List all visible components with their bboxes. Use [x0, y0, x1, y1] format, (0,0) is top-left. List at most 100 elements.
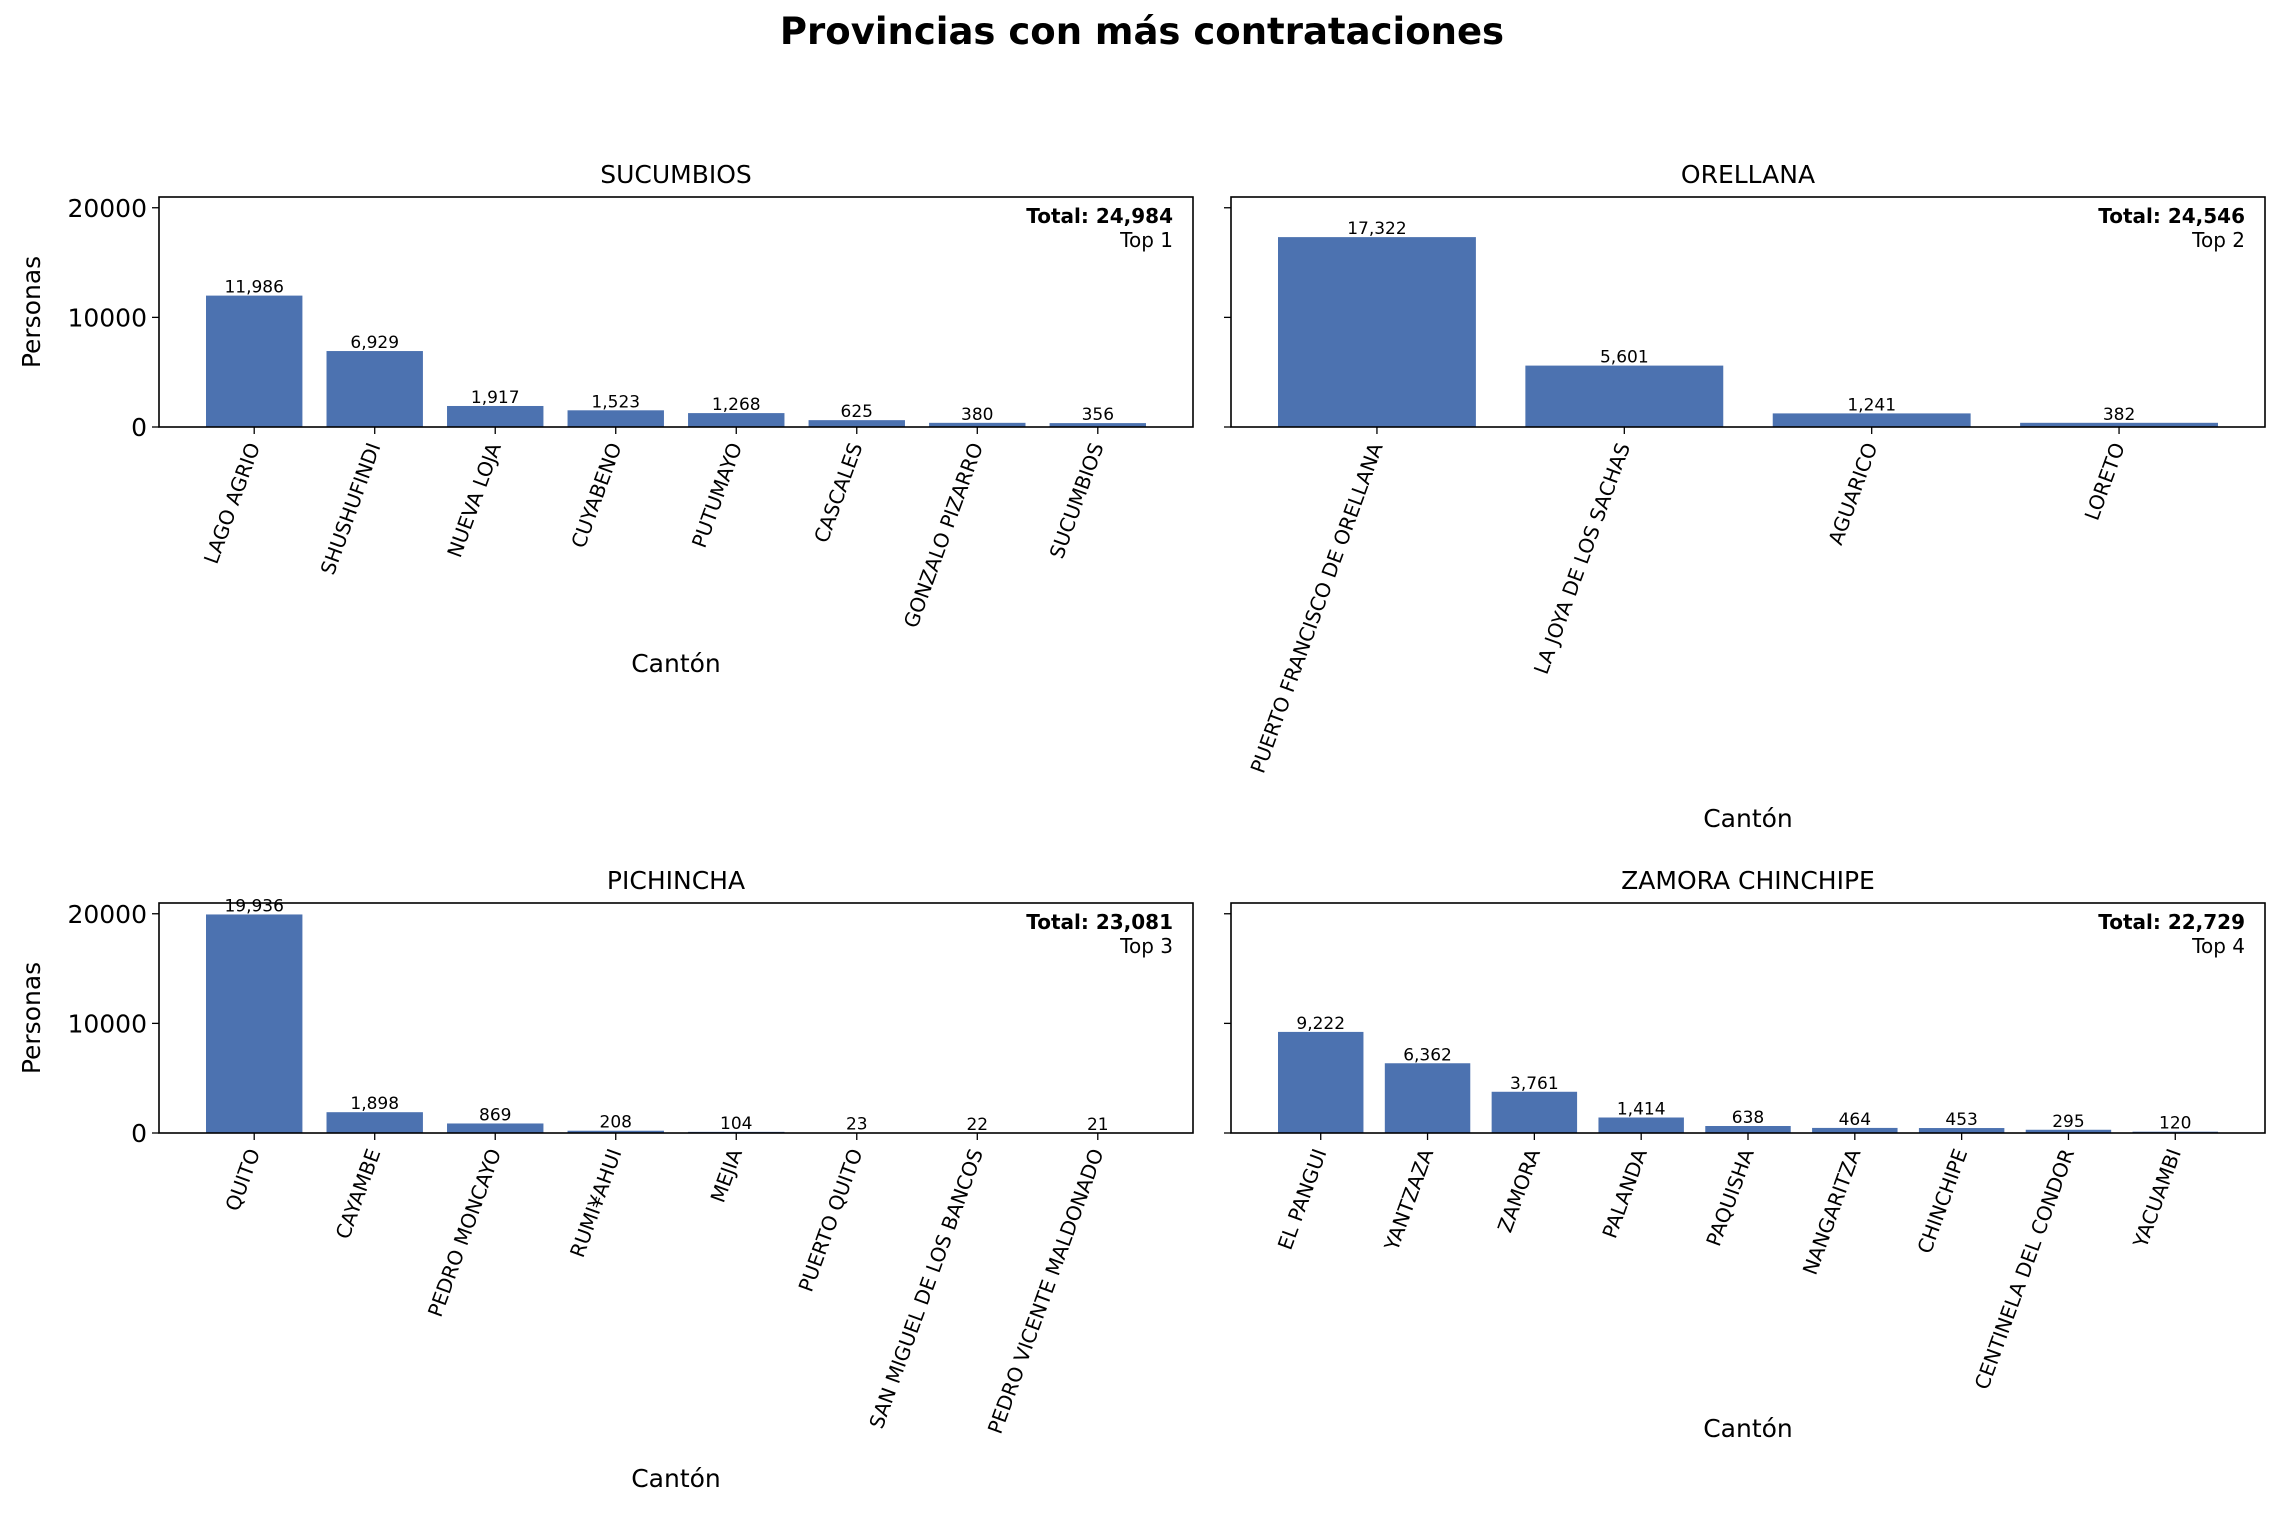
x-tick-label: EL PANGUI [1273, 1146, 1332, 1253]
x-tick-label: LORETO [2080, 440, 2130, 524]
bar [326, 1112, 423, 1133]
axes-frame [158, 902, 1194, 1134]
x-tick-label: MEJIA [705, 1145, 747, 1206]
bar [1918, 1128, 2005, 1133]
bar-value-label: 638 [1732, 1108, 1764, 1128]
x-tick-label: PEDRO VICENTE MALDONADO [983, 1146, 1109, 1437]
bar-value-label: 356 [1082, 405, 1114, 425]
rank-annotation: Top 2 [2191, 228, 2245, 252]
x-tick-label: GONZALO PIZARRO [899, 440, 988, 631]
bar-value-label: 625 [841, 402, 873, 422]
figure-title: Provincias con más contrataciones [779, 10, 1505, 53]
bar-value-label: 22 [966, 1115, 988, 1135]
rank-annotation: Top 1 [1119, 228, 1173, 252]
y-tick-label: 0 [131, 1119, 147, 1148]
rank-annotation: Top 3 [1119, 934, 1173, 958]
rank-annotation: Top 4 [2191, 934, 2245, 958]
axes-frame [158, 196, 1194, 428]
bar [567, 410, 664, 427]
bar-value-label: 5,601 [1600, 348, 1649, 368]
x-tick-label: YACUAMBI [2128, 1146, 2186, 1252]
x-tick-label: CENTINELA DEL CONDOR [1970, 1145, 2080, 1392]
subplot-2: 17,322 PUERTO FRANCISCO DE ORELLANA 5,601 L… [1224, 160, 2266, 833]
bar [1525, 365, 1724, 427]
x-tick-label: LAGO AGRIO [199, 440, 265, 567]
x-axis-label: Cantón [631, 1464, 721, 1493]
x-axis-label: Cantón [1703, 1414, 1793, 1443]
bar-value-label: 1,523 [591, 392, 640, 412]
bar [1491, 1091, 1578, 1133]
bar [206, 914, 303, 1133]
y-tick-label: 0 [131, 413, 147, 442]
y-axis-label: Personas [17, 256, 46, 368]
x-tick-label: CHINCHIPE [1912, 1146, 1972, 1257]
bar-value-label: 6,362 [1403, 1045, 1452, 1065]
bar [1812, 1127, 1898, 1133]
x-tick-label: CAYAMBE [331, 1146, 386, 1243]
y-tick-label: 10000 [67, 1009, 147, 1038]
x-tick-label: PUTUMAYO [687, 440, 747, 551]
bar-value-label: 295 [2052, 1112, 2084, 1132]
bar [206, 295, 303, 427]
subplot-4: 9,222 EL PANGUI 6,362 YANTZAZA 3,761 ZAMORA 1,… [1224, 866, 2266, 1443]
bar-value-label: 1,917 [471, 388, 520, 408]
x-tick-label: RUMI¥AHUI [565, 1146, 626, 1261]
bar [447, 1123, 544, 1133]
total-annotation: Total: 24,984 [1026, 204, 1173, 228]
bar-value-label: 17,322 [1347, 219, 1406, 239]
bar [1049, 423, 1146, 427]
x-tick-label: QUITO [220, 1146, 265, 1215]
bar [1598, 1117, 1684, 1133]
x-tick-label: CUYABENO [566, 440, 626, 552]
bar-value-label: 1,414 [1617, 1099, 1666, 1119]
bar [447, 405, 544, 427]
total-annotation: Total: 22,729 [2098, 910, 2245, 934]
axes-frame [1230, 196, 2266, 428]
bar [929, 422, 1026, 427]
x-tick-label: SAN MIGUEL DE LOS BANCOS [864, 1146, 988, 1432]
x-tick-label: CASCALES [809, 440, 867, 546]
x-tick-label: SUCUMBIOS [1044, 440, 1108, 562]
x-tick-label: PUERTO FRANCISCO DE ORELLANA [1245, 439, 1387, 776]
bar-value-label: 9,222 [1296, 1014, 1345, 1034]
subplot-1: 11,986 LAGO AGRIO 6,929 SHUSHUFINDI 1,917 NUE… [17, 160, 1194, 678]
bar [2020, 422, 2218, 427]
bar [808, 420, 905, 427]
x-tick-label: PEDRO MONCAYO [423, 1146, 506, 1321]
bar-value-label: 104 [720, 1114, 752, 1134]
y-tick-label: 20000 [67, 194, 147, 223]
total-annotation: Total: 23,081 [1026, 910, 1173, 934]
x-tick-label: NUEVA LOJA [442, 439, 506, 560]
y-tick-label: 20000 [67, 900, 147, 929]
bar [1278, 237, 1476, 427]
bar-value-label: 380 [961, 405, 993, 425]
bar-value-label: 11,986 [224, 278, 283, 298]
x-tick-label: ZAMORA [1493, 1145, 1545, 1235]
y-axis-label: Personas [17, 962, 46, 1074]
x-axis-label: Cantón [1703, 804, 1793, 833]
bar-value-label: 208 [600, 1113, 632, 1133]
subplot-3: 19,936 QUITO 1,898 CAYAMBE 869 PEDRO MONCAYO 2… [17, 866, 1194, 1493]
bar [688, 413, 785, 427]
bar-value-label: 464 [1839, 1110, 1871, 1130]
bar-value-label: 382 [2103, 405, 2135, 425]
total-annotation: Total: 24,546 [2098, 204, 2245, 228]
bar [567, 1130, 664, 1133]
bar-value-label: 1,268 [712, 395, 761, 415]
bar-value-label: 1,898 [350, 1094, 399, 1114]
x-tick-label: NANGARITZA [1798, 1145, 1866, 1278]
x-tick-label: SHUSHUFINDI [316, 440, 386, 578]
subplot-title: ORELLANA [1681, 160, 1815, 189]
bar [326, 351, 423, 427]
x-tick-label: LA JOYA DE LOS SACHAS [1529, 440, 1635, 678]
bar-value-label: 6,929 [350, 333, 399, 353]
bar-value-label: 3,761 [1510, 1074, 1559, 1094]
bar-value-label: 453 [1945, 1110, 1977, 1130]
y-tick-label: 10000 [67, 303, 147, 332]
x-tick-label: PAQUISHA [1701, 1145, 1758, 1249]
subplot-title: SUCUMBIOS [600, 160, 752, 189]
bar-value-label: 23 [846, 1115, 868, 1135]
subplot-title: ZAMORA CHINCHIPE [1621, 866, 1875, 895]
